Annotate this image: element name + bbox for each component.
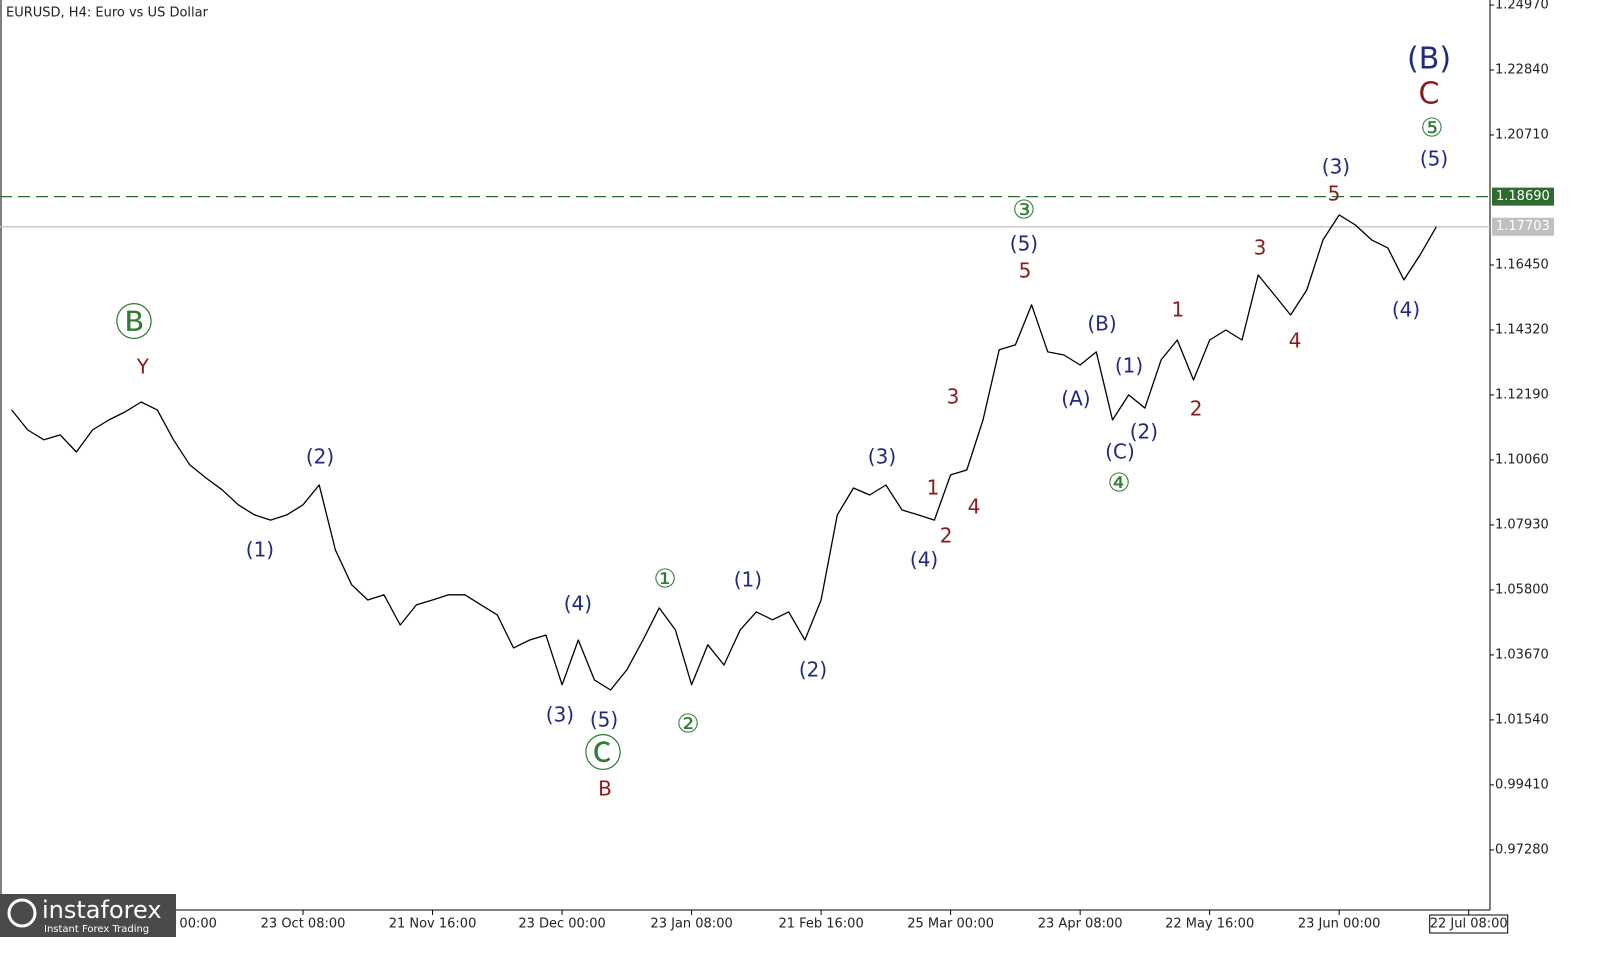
- price-level-box: [1492, 187, 1554, 206]
- price-line: [11, 214, 1437, 691]
- wave-label: (2): [306, 444, 334, 468]
- logo-name: instaforex: [42, 896, 162, 924]
- price-level-box: [1492, 217, 1554, 236]
- x-tick-label: 21 Nov 16:00: [389, 917, 477, 932]
- wave-label: 5: [1328, 182, 1341, 206]
- wave-label: 4: [1289, 328, 1302, 352]
- chart-title: EURUSD, H4: Euro vs US Dollar: [6, 6, 209, 21]
- wave-label: (C): [1105, 439, 1135, 463]
- x-tick-label: 21 Feb 16:00: [778, 917, 863, 932]
- wave-label: Ⓒ: [584, 731, 622, 775]
- wave-label: (4): [1392, 298, 1420, 322]
- wave-label: 2: [940, 523, 953, 547]
- wave-label: ④: [1107, 469, 1130, 499]
- wave-label: C: [1419, 77, 1440, 112]
- x-tick-label: 22 Jul 08:00: [1430, 917, 1508, 932]
- wave-label: (5): [1010, 231, 1038, 255]
- y-tick-label: 1.10060: [1495, 452, 1549, 467]
- wave-label: 5: [1019, 258, 1032, 282]
- wave-label: (4): [910, 547, 938, 571]
- wave-label: Y: [136, 355, 150, 379]
- wave-label: 4: [968, 494, 981, 518]
- wave-label: (2): [1130, 420, 1158, 444]
- wave-label: (B): [1407, 41, 1451, 76]
- logo-icon: [7, 898, 37, 928]
- wave-label: ③: [1012, 195, 1035, 225]
- wave-label: (1): [246, 537, 274, 561]
- logo: instaforex Instant Forex Trading: [0, 894, 176, 937]
- wave-label: (3): [868, 444, 896, 468]
- y-tick-label: 1.20710: [1495, 127, 1549, 142]
- wave-label: (2): [799, 657, 827, 681]
- wave-label: 3: [1254, 236, 1267, 260]
- wave-label: (B): [1087, 312, 1116, 336]
- y-tick-label: 1.14320: [1495, 322, 1549, 337]
- wave-label: 3: [947, 385, 960, 409]
- y-tick-label: 1.01540: [1495, 712, 1549, 727]
- x-tick-label: 23 Jan 08:00: [650, 917, 732, 932]
- y-tick-label: 1.12190: [1495, 387, 1549, 402]
- x-tick-label: 25 Mar 00:00: [907, 917, 994, 932]
- y-tick-label: 1.16450: [1495, 257, 1549, 272]
- wave-label: (1): [734, 568, 762, 592]
- wave-label: (3): [546, 702, 574, 726]
- wave-label: (1): [1115, 353, 1143, 377]
- price-level-label: 1.18690: [1496, 189, 1550, 204]
- y-tick-label: 1.07930: [1495, 517, 1549, 532]
- x-tick-label: 23 Oct 08:00: [261, 917, 346, 932]
- y-tick-label: 0.99410: [1495, 777, 1549, 792]
- wave-label: B: [598, 776, 612, 800]
- wave-label: ⑤: [1420, 113, 1443, 143]
- wave-label: Ⓑ: [115, 301, 153, 345]
- y-tick-label: 1.24970: [1495, 0, 1549, 13]
- wave-label: 1: [1172, 298, 1185, 322]
- logo-tagline: Instant Forex Trading: [44, 924, 149, 935]
- wave-label: (5): [1420, 147, 1448, 171]
- y-tick-label: 1.05800: [1495, 582, 1549, 597]
- wave-label: (5): [590, 707, 618, 731]
- y-tick-label: 1.03670: [1495, 647, 1549, 662]
- x-tick-label: 23 Jun 00:00: [1298, 917, 1381, 932]
- wave-label: (3): [1322, 154, 1350, 178]
- x-tick-label: 23 Apr 08:00: [1038, 917, 1123, 932]
- wave-label: (A): [1061, 386, 1090, 410]
- price-level-label: 1.17703: [1496, 219, 1550, 234]
- wave-label: 2: [1190, 396, 1203, 420]
- x-tick-label: 22 May 16:00: [1165, 917, 1254, 932]
- y-tick-label: 1.22840: [1495, 62, 1549, 77]
- wave-label: (4): [564, 591, 592, 615]
- wave-label: ①: [653, 564, 676, 594]
- x-tick-label: 23 Dec 00:00: [518, 917, 605, 932]
- wave-label: 1: [927, 475, 940, 499]
- y-tick-label: 0.97280: [1495, 842, 1549, 857]
- wave-label: ②: [676, 709, 699, 739]
